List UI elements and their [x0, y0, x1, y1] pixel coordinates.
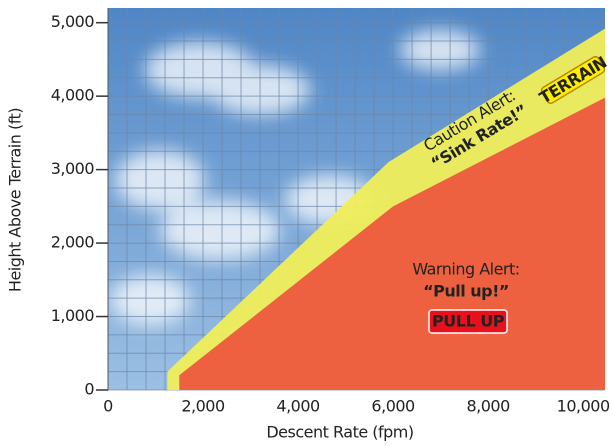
y-tick-label: 3,000	[51, 159, 95, 178]
warning-text: Warning Alert:	[412, 260, 519, 279]
y-axis-label: Height Above Terrain (ft)	[6, 108, 25, 292]
x-tick-label: 10,000	[557, 397, 610, 416]
x-tick-label: 8,000	[466, 397, 510, 416]
badge-box	[540, 56, 606, 104]
y-tick-label: 2,000	[51, 233, 95, 252]
x-tick-label: 4,000	[276, 397, 320, 416]
y-tick-label: 1,000	[51, 306, 95, 325]
warning-text: “Pull up!”	[423, 282, 509, 301]
badge-text: PULL UP	[432, 312, 505, 331]
x-axis-label: Descent Rate (fpm)	[266, 423, 413, 442]
badge-box	[428, 309, 508, 334]
y-tick-label: 4,000	[51, 86, 95, 105]
x-tick-label: 0	[103, 397, 113, 416]
x-tick-label: 6,000	[371, 397, 415, 416]
y-tick-label: 5,000	[51, 12, 95, 31]
y-tick-label: 0	[84, 380, 94, 399]
x-tick-label: 2,000	[181, 397, 225, 416]
